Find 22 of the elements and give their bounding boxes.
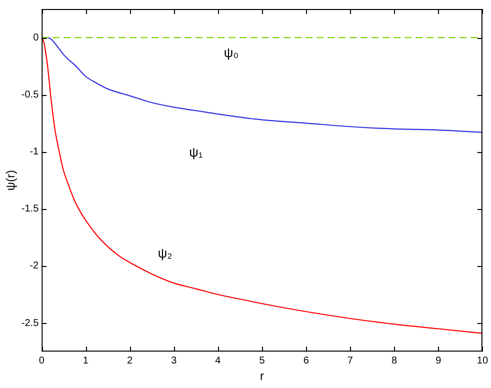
x-tick-label: 2 bbox=[127, 355, 134, 366]
x-tick-label: 9 bbox=[436, 355, 442, 366]
y-axis-title: ψ(r) bbox=[4, 170, 18, 191]
x-tick-label: 3 bbox=[171, 355, 178, 366]
x-tick-label: 5 bbox=[259, 355, 266, 366]
x-tick-label: 4 bbox=[215, 355, 222, 366]
x-axis-title: r bbox=[260, 369, 264, 384]
x-tick-label: 10 bbox=[476, 355, 488, 366]
y-tick-label: -1.5 bbox=[21, 204, 40, 215]
y-tick-label: -2.5 bbox=[21, 318, 40, 329]
x-tick-label: 8 bbox=[391, 355, 398, 366]
y-tick-label: -0.5 bbox=[21, 89, 40, 100]
x-tick-label: 6 bbox=[303, 355, 310, 366]
series-label: ψ₀ bbox=[224, 45, 239, 60]
line-series bbox=[42, 37, 482, 334]
y-tick-label: -1 bbox=[30, 146, 40, 158]
x-tick-label: 1 bbox=[82, 355, 89, 366]
y-tick-label: 0 bbox=[33, 32, 40, 44]
x-tick-label: 7 bbox=[347, 355, 354, 366]
series-label: ψ₂ bbox=[158, 246, 172, 261]
text: ψ₁ bbox=[189, 144, 204, 160]
y-tick-label: -2 bbox=[30, 260, 40, 272]
